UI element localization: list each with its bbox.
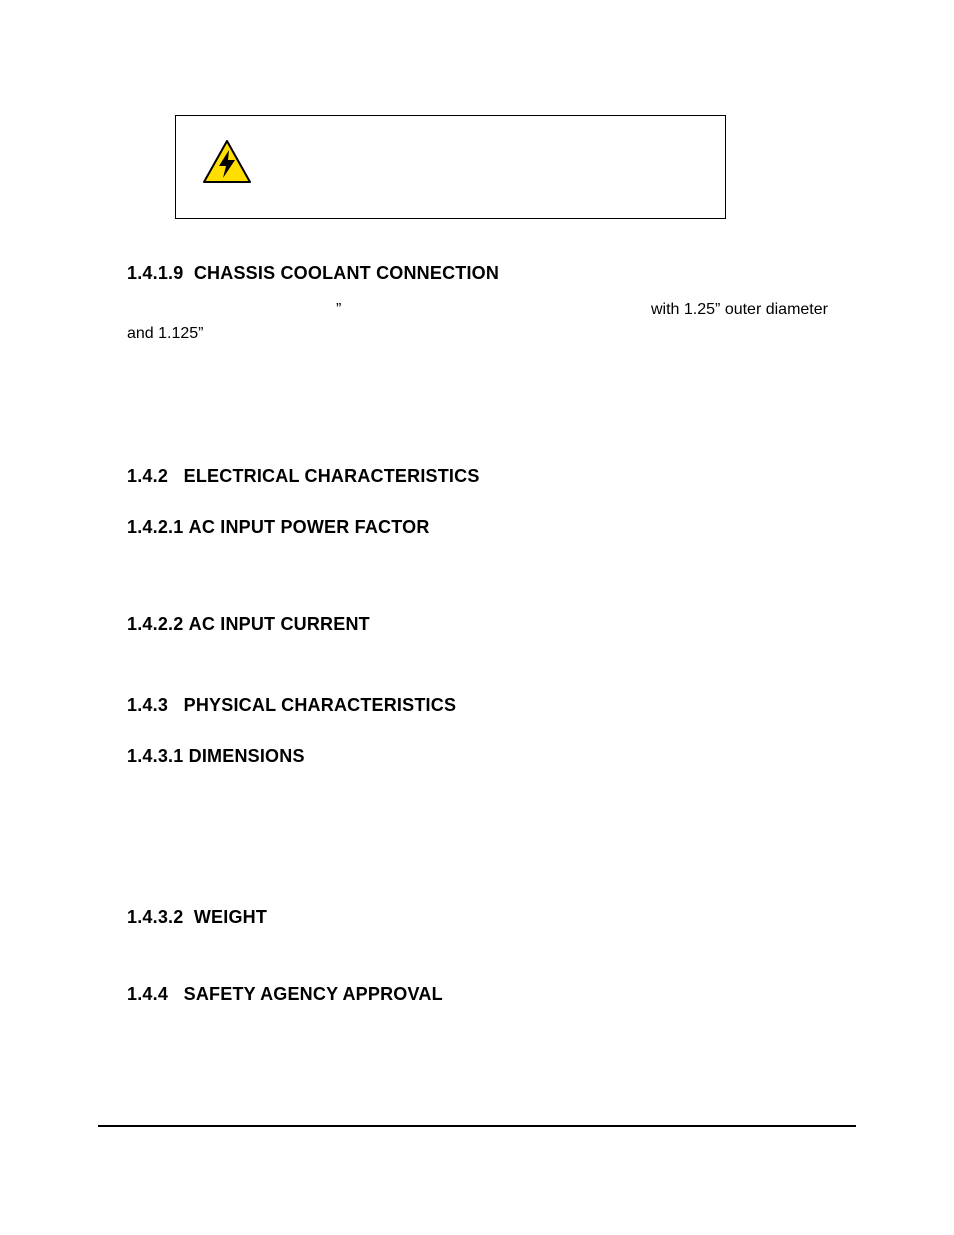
- heading-title: AC INPUT CURRENT: [189, 614, 370, 634]
- heading-1.4.2.1: 1.4.2.1 AC INPUT POWER FACTOR: [127, 517, 856, 538]
- heading-1.4.3: 1.4.3 PHYSICAL CHARACTERISTICS: [127, 695, 856, 716]
- heading-title: AC INPUT POWER FACTOR: [189, 517, 430, 537]
- heading-title: PHYSICAL CHARACTERISTICS: [184, 695, 457, 715]
- heading-title: ELECTRICAL CHARACTERISTICS: [184, 466, 480, 486]
- paragraph-1.4.1.9: ” with 1.25” outer diameter and 1.125”: [127, 298, 856, 346]
- text-fragment-and-1125: and 1.125”: [127, 322, 204, 346]
- heading-gap: [183, 907, 193, 927]
- footer-divider: [98, 1125, 856, 1127]
- heading-1.4.2: 1.4.2 ELECTRICAL CHARACTERISTICS: [127, 466, 856, 487]
- heading-title: DIMENSIONS: [189, 746, 305, 766]
- heading-1.4.2.2: 1.4.2.2 AC INPUT CURRENT: [127, 614, 856, 635]
- heading-number: 1.4.3.1: [127, 746, 183, 766]
- heading-title: WEIGHT: [194, 907, 267, 927]
- text-fragment-outer-diameter: with 1.25” outer diameter: [651, 298, 828, 322]
- heading-number: 1.4.3.2: [127, 907, 183, 927]
- heading-gap: [168, 695, 184, 715]
- heading-number: 1.4.3: [127, 695, 168, 715]
- heading-1.4.3.2: 1.4.3.2 WEIGHT: [127, 907, 856, 928]
- heading-number: 1.4.4: [127, 984, 168, 1004]
- heading-title: SAFETY AGENCY APPROVAL: [184, 984, 443, 1004]
- heading-gap: [183, 263, 193, 283]
- heading-title: CHASSIS COOLANT CONNECTION: [194, 263, 499, 283]
- heading-1.4.4: 1.4.4 SAFETY AGENCY APPROVAL: [127, 984, 856, 1005]
- heading-1.4.3.1: 1.4.3.1 DIMENSIONS: [127, 746, 856, 767]
- heading-1.4.1.9: 1.4.1.9 CHASSIS COOLANT CONNECTION: [127, 263, 856, 284]
- heading-number: 1.4.2.1: [127, 517, 183, 537]
- heading-gap: [168, 466, 184, 486]
- text-fragment-quote: ”: [336, 298, 341, 322]
- electrical-hazard-icon: [202, 140, 252, 184]
- warning-callout-box: [175, 115, 726, 219]
- document-page: 1.4.1.9 CHASSIS COOLANT CONNECTION ” wit…: [0, 0, 954, 1235]
- heading-number: 1.4.2: [127, 466, 168, 486]
- heading-gap: [168, 984, 184, 1004]
- heading-number: 1.4.2.2: [127, 614, 183, 634]
- heading-number: 1.4.1.9: [127, 263, 183, 283]
